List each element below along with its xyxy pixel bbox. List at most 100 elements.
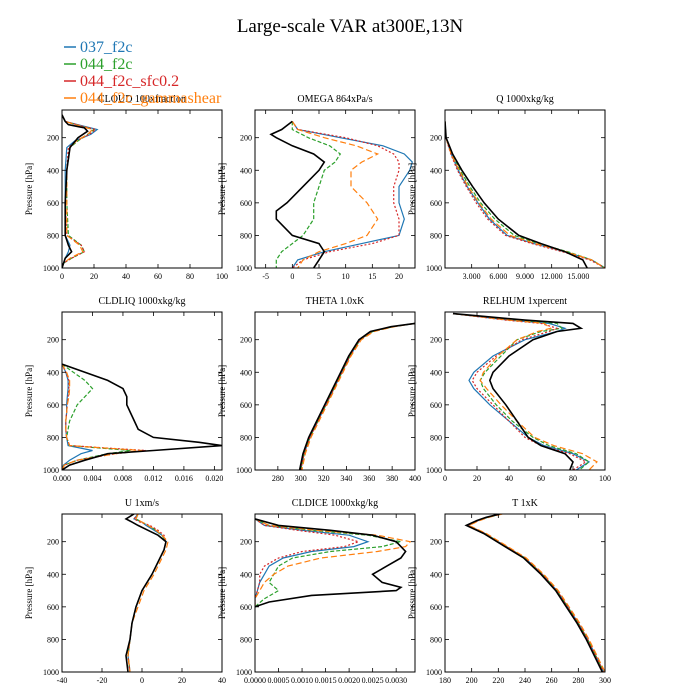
- y-tick-label: 1000: [43, 264, 59, 273]
- series-line-4: [62, 363, 143, 470]
- x-tick-label: 300: [295, 474, 307, 483]
- panel-t: T 1xK Pressure [hPa] 180 200 220 240 260 280 300…: [407, 498, 611, 685]
- y-tick-label: 1000: [426, 264, 442, 273]
- y-tick-label: 1000: [236, 264, 252, 273]
- x-tick-label: 0.004: [83, 474, 101, 483]
- y-tick-label: 400: [430, 166, 442, 175]
- x-tick-label: 0: [140, 676, 144, 685]
- x-tick-label: 5: [317, 272, 321, 281]
- y-tick-label: 400: [47, 166, 59, 175]
- y-tick-label: 400: [47, 368, 59, 377]
- y-axis-label: Pressure [hPa]: [24, 365, 34, 417]
- series-line-5: [445, 121, 588, 268]
- y-tick-label: 600: [47, 401, 59, 410]
- y-tick-label: 1000: [43, 668, 59, 677]
- series-line-3: [466, 514, 605, 672]
- x-tick-label: 360: [363, 474, 375, 483]
- x-tick-label: 20: [473, 474, 481, 483]
- plot-frame: [254, 513, 416, 673]
- series-line-4: [452, 313, 598, 470]
- x-tick-label: 200: [466, 676, 478, 685]
- x-tick-label: 40: [505, 474, 513, 483]
- x-tick-label: 0.0000: [244, 676, 266, 685]
- panel-q: Q 1000xkg/kg Pressure [hPa] 3.000 6.000 9.00…: [407, 94, 606, 281]
- y-tick-label: 200: [430, 538, 442, 547]
- series-group: [452, 312, 598, 470]
- y-tick-label: 600: [240, 199, 252, 208]
- y-tick-label: 600: [430, 401, 442, 410]
- panel-title: CLOUD 100xfraction: [98, 94, 186, 105]
- panel-cloud: CLOUD 100xfraction Pressure [hPa] 0 20 40 60 8…: [24, 94, 228, 281]
- y-tick-label: 200: [430, 336, 442, 345]
- series-line-2: [275, 121, 342, 268]
- x-tick-label: 40: [122, 272, 130, 281]
- x-tick-label: 0.0005: [268, 676, 290, 685]
- x-tick-label: 320: [318, 474, 330, 483]
- y-tick-label: 600: [430, 603, 442, 612]
- legend-entry: 037_f2c: [80, 39, 132, 56]
- series-line-4: [127, 514, 169, 672]
- panel-title: RELHUM 1xpercent: [483, 296, 567, 307]
- y-tick-label: 600: [47, 199, 59, 208]
- plot-frame: [254, 311, 416, 471]
- y-tick-label: 800: [47, 433, 59, 442]
- y-tick-label: 1000: [43, 466, 59, 475]
- y-tick-label: 400: [430, 570, 442, 579]
- y-tick-label: 1000: [236, 668, 252, 677]
- x-tick-label: 260: [546, 676, 558, 685]
- y-axis-label: Pressure [hPa]: [24, 567, 34, 619]
- x-tick-label: 280: [272, 474, 284, 483]
- y-tick-label: 1000: [426, 668, 442, 677]
- x-tick-label: 0.0030: [385, 676, 407, 685]
- x-tick-label: 15: [368, 272, 376, 281]
- y-tick-label: 400: [240, 368, 252, 377]
- y-tick-label: 800: [430, 231, 442, 240]
- series-line-5: [298, 322, 415, 470]
- y-tick-label: 800: [47, 635, 59, 644]
- y-tick-label: 400: [240, 166, 252, 175]
- x-tick-label: 0.000: [53, 474, 71, 483]
- series-line-1: [452, 313, 591, 470]
- series-line-5: [269, 120, 326, 268]
- plot-frame: [254, 109, 416, 269]
- x-tick-label: 0.0010: [291, 676, 313, 685]
- series-line-5: [62, 363, 222, 470]
- legend-entry: 044_f2c_sfc0.2: [80, 73, 179, 90]
- series-group: [62, 114, 99, 268]
- x-tick-label: 80: [186, 272, 194, 281]
- panels-group: CLOUD 100xfraction Pressure [hPa] 0 20 40 60 8…: [24, 94, 611, 685]
- series-line-2: [466, 514, 605, 672]
- x-tick-label: 12.000: [541, 272, 563, 281]
- x-tick-label: 100: [216, 272, 228, 281]
- x-tick-label: 300: [599, 676, 611, 685]
- x-tick-label: 0: [290, 272, 294, 281]
- series-line-5: [452, 312, 584, 470]
- panel-u: U 1xm/s Pressure [hPa] -40 -20 0 20 40 200 400 60…: [24, 498, 226, 685]
- series-line-3: [255, 518, 361, 607]
- y-tick-label: 600: [430, 199, 442, 208]
- x-tick-label: 10: [342, 272, 350, 281]
- y-tick-label: 800: [430, 635, 442, 644]
- panel-title: OMEGA 864xPa/s: [297, 94, 372, 105]
- panel-title: Q 1000xkg/kg: [496, 94, 554, 105]
- y-tick-label: 200: [47, 336, 59, 345]
- x-tick-label: 15.000: [567, 272, 589, 281]
- x-tick-label: 340: [340, 474, 352, 483]
- x-tick-label: 60: [537, 474, 545, 483]
- panel-title: THETA 1.0xK: [306, 296, 365, 307]
- y-axis-label: Pressure [hPa]: [407, 567, 417, 619]
- x-tick-label: 380: [386, 474, 398, 483]
- y-tick-label: 1000: [426, 466, 442, 475]
- x-tick-label: 100: [599, 474, 611, 483]
- y-axis-label: Pressure [hPa]: [407, 365, 417, 417]
- y-tick-label: 800: [430, 433, 442, 442]
- y-tick-label: 400: [47, 570, 59, 579]
- y-tick-label: 200: [430, 134, 442, 143]
- x-tick-label: 3.000: [463, 272, 481, 281]
- x-tick-label: 400: [409, 474, 421, 483]
- series-line-4: [255, 518, 412, 607]
- panel-title: CLDLIQ 1000xkg/kg: [99, 296, 186, 307]
- plot-frame: [61, 109, 223, 269]
- x-tick-label: 9.000: [516, 272, 534, 281]
